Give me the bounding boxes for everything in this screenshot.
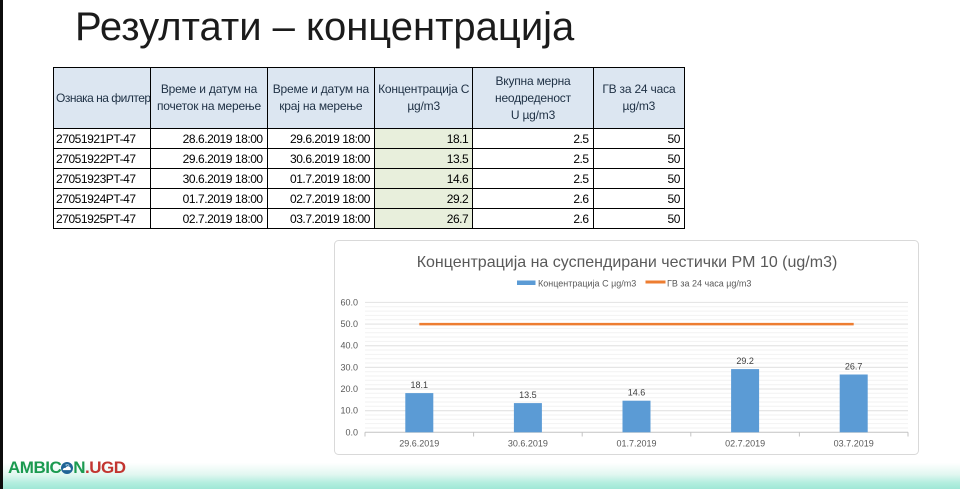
svg-text:30.0: 30.0 — [340, 362, 358, 372]
svg-text:50.0: 50.0 — [340, 319, 358, 329]
svg-text:02.7.2019: 02.7.2019 — [725, 439, 765, 449]
svg-text:29.2: 29.2 — [736, 356, 754, 366]
svg-text:Концентрација C µg/m3: Концентрација C µg/m3 — [538, 279, 636, 289]
svg-text:60.0: 60.0 — [340, 297, 358, 307]
svg-text:29.6.2019: 29.6.2019 — [399, 439, 439, 449]
svg-text:30.6.2019: 30.6.2019 — [508, 439, 548, 449]
svg-text:01.7.2019: 01.7.2019 — [616, 439, 656, 449]
svg-text:Концентрација на суспендирани: Концентрација на суспендирани честички P… — [417, 254, 838, 271]
svg-text:0.0: 0.0 — [345, 427, 358, 437]
svg-text:13.5: 13.5 — [519, 390, 537, 400]
svg-text:ГВ за 24 часа µg/m3: ГВ за 24 часа µg/m3 — [667, 279, 751, 289]
svg-text:10.0: 10.0 — [340, 406, 358, 416]
svg-text:03.7.2019: 03.7.2019 — [834, 439, 874, 449]
svg-text:40.0: 40.0 — [340, 341, 358, 351]
svg-text:14.6: 14.6 — [628, 388, 646, 398]
svg-text:20.0: 20.0 — [340, 384, 358, 394]
svg-text:18.1: 18.1 — [411, 380, 429, 390]
svg-text:26.7: 26.7 — [845, 362, 863, 372]
